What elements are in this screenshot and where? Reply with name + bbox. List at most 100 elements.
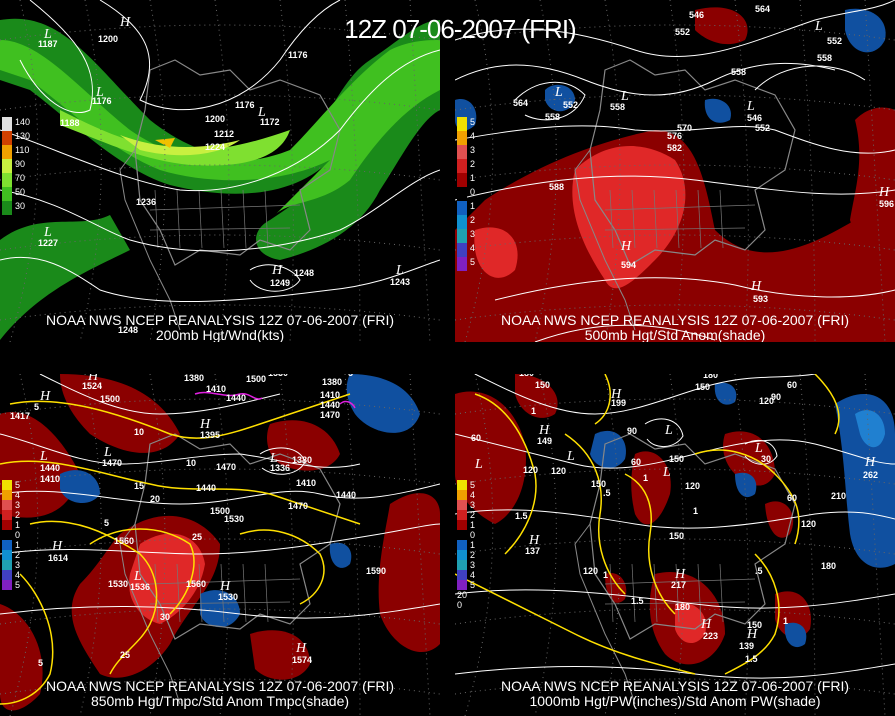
- contour-label: 120: [801, 519, 816, 529]
- contour-label: 150: [591, 479, 606, 489]
- anomaly-region: [714, 382, 737, 405]
- contour-label: 150: [669, 454, 684, 464]
- contour-label: 558: [817, 53, 832, 63]
- legend-200mb: 140 130 110 90 70 50 30: [2, 117, 30, 215]
- legend-label: 4: [470, 570, 476, 580]
- contour-label: 1524: [82, 381, 102, 391]
- basemap: [0, 374, 440, 716]
- legend-label: 140: [15, 117, 31, 127]
- freezing-line: [194, 391, 263, 400]
- contour-label: 25: [120, 650, 130, 660]
- legend-label: 4: [470, 243, 476, 253]
- low-pressure-marker: L: [133, 569, 142, 584]
- contour-label: 137: [525, 546, 540, 556]
- panel-200mb: 1187 1200 1176 1176 1188 1200 1212 1224 1176 1172…: [0, 0, 440, 342]
- anomaly-region: [0, 604, 43, 711]
- contour-label: 564: [513, 98, 528, 108]
- contour-label: 25: [192, 532, 202, 542]
- contour-label: 1410: [206, 384, 226, 394]
- contour-label: 180: [821, 561, 836, 571]
- legend-label: 5: [15, 480, 21, 490]
- high-pressure-marker: H: [610, 387, 622, 402]
- contour-label: 552: [755, 123, 770, 133]
- anomaly-region: [572, 146, 686, 289]
- contour-label: 1200: [98, 34, 118, 44]
- anomaly-region: [378, 493, 440, 653]
- legend-swatch: [457, 570, 467, 580]
- legend-swatch: [457, 145, 467, 159]
- contour-label: 1.5: [515, 511, 528, 521]
- contour-label: 1470: [320, 410, 340, 420]
- contour-label: 1: [693, 506, 698, 516]
- contour-label: 558: [731, 67, 746, 77]
- legend-label: 30: [15, 201, 26, 211]
- contour-label: 1440: [196, 483, 216, 493]
- anomaly-region: [60, 374, 180, 453]
- contour-label: 594: [621, 260, 636, 270]
- contour-label: 60: [631, 457, 641, 467]
- basemap: [455, 374, 895, 716]
- low-pressure-marker: L: [39, 449, 48, 464]
- high-pressure-marker: H: [878, 185, 890, 200]
- contour-label: 60: [471, 433, 481, 443]
- legend-label: 5: [15, 580, 21, 590]
- high-pressure-marker: H: [864, 455, 876, 470]
- contour-label: 30: [160, 612, 170, 622]
- contour-label: 1248: [294, 268, 314, 278]
- contour-label: 1200: [205, 114, 225, 124]
- anomaly-region: [675, 603, 706, 644]
- legend-swatch: [2, 550, 12, 560]
- low-pressure-marker: L: [474, 457, 483, 472]
- contour-label: 1440: [320, 400, 340, 410]
- jet-stream: [0, 18, 440, 260]
- contour-label: 10: [134, 427, 144, 437]
- contour-label: 1380: [322, 377, 342, 387]
- legend-label: 3: [470, 560, 476, 570]
- contour-label: 588: [549, 182, 564, 192]
- legend-label: 1: [15, 540, 21, 550]
- anomaly-region: [590, 430, 626, 469]
- high-pressure-marker: H: [620, 239, 632, 254]
- contour-label: 558: [545, 112, 560, 122]
- contour-label: 120: [583, 566, 598, 576]
- legend-swatch: [457, 560, 467, 570]
- contour-label: 1.5: [745, 654, 758, 664]
- high-pressure-marker: H: [87, 374, 99, 384]
- contour-label: 150: [535, 380, 550, 390]
- legend-label: 1: [470, 173, 476, 183]
- contour-label: 1: [531, 406, 536, 416]
- contour-label: 5: [34, 402, 39, 412]
- anomaly-region: [129, 533, 205, 624]
- contour-label: 570: [677, 123, 692, 133]
- contour-label: 564: [755, 4, 770, 14]
- contour-label: 1574: [292, 655, 312, 665]
- contour-label: 1243: [390, 277, 410, 287]
- contour-label: 139: [739, 641, 754, 651]
- high-pressure-marker: H: [746, 627, 758, 642]
- contour-label: 1248: [118, 325, 138, 335]
- legend-label: 1: [470, 540, 476, 550]
- legend-label: 2: [470, 550, 476, 560]
- contour-label: 596: [879, 199, 894, 209]
- contour-label: 150: [669, 531, 684, 541]
- contour-label: 262: [863, 470, 878, 480]
- legend-label: 1: [470, 201, 476, 211]
- caption-850mb: NOAA NWS NCEP REANALYSIS 12Z 07-06-2007 …: [0, 679, 440, 709]
- legend-swatch: [457, 173, 467, 187]
- map-850mb: 1380141014401500153013801410144014701524…: [0, 374, 440, 716]
- legend-swatch: [2, 145, 12, 159]
- contour-label: 558: [610, 102, 625, 112]
- legend-swatch: [457, 201, 467, 215]
- contour-lines: [0, 393, 361, 705]
- legend-swatch: [2, 117, 12, 131]
- legend-label: 110: [15, 145, 30, 155]
- contour-label: 223: [703, 631, 718, 641]
- panel-500mb: 546 552 564 552 558 558 564 552 558 558 570 576 582 5…: [455, 0, 895, 342]
- jet-stream: [60, 110, 290, 166]
- anomaly-region: [250, 630, 310, 680]
- contour-label: 60: [787, 380, 797, 390]
- jet-stream: [0, 40, 440, 215]
- anomaly-region: [850, 107, 895, 244]
